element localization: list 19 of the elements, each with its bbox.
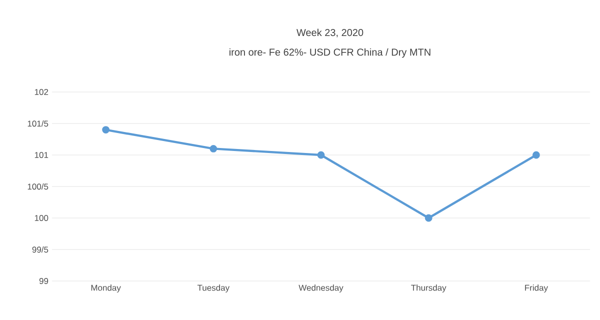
y-tick-label: 101/5 — [28, 120, 48, 127]
x-tick-label: Monday — [91, 284, 121, 292]
point — [317, 151, 325, 159]
point — [424, 214, 432, 222]
y-tick-label: 99/5 — [32, 246, 48, 253]
chart-title: Week 23, 2020 — [296, 28, 364, 38]
x-tick-label: Tuesday — [197, 284, 230, 292]
x-tick-label: Friday — [525, 284, 548, 292]
y-tick-label: 102 — [34, 88, 48, 96]
y-tick-label: 99 — [39, 278, 48, 284]
point — [532, 151, 540, 159]
y-tick-label: 100 — [34, 214, 48, 222]
point — [102, 126, 110, 134]
y-tick-label: 101 — [34, 152, 48, 158]
x-tick-label: Wednesday — [298, 284, 344, 292]
point — [210, 145, 218, 152]
y-tick-label: 100/5 — [28, 183, 48, 190]
chart-subtitle: iron ore- Fe 62%- USD CFR China / Dry MTN — [230, 48, 430, 58]
x-tick-label: Thursday — [411, 284, 446, 292]
